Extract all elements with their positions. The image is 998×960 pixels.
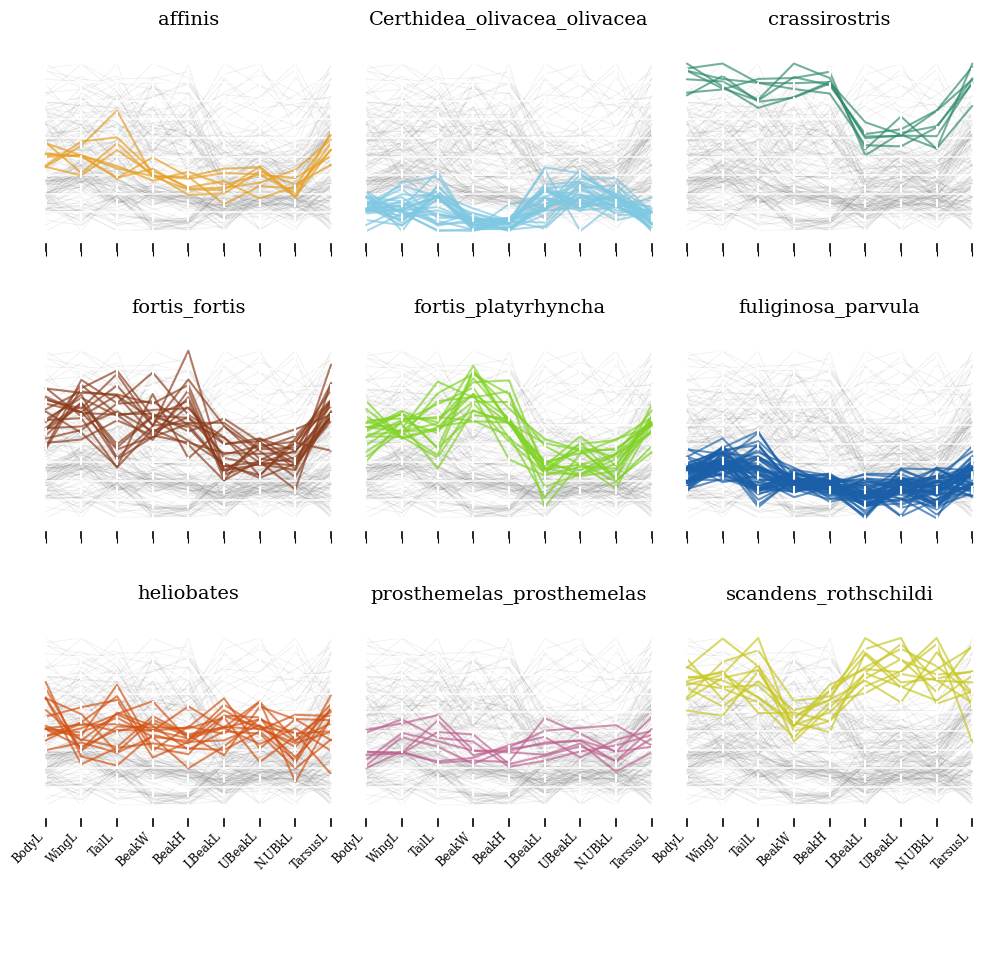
Title: affinis: affinis (158, 11, 219, 29)
Title: heliobates: heliobates (138, 585, 240, 603)
Title: fortis_fortis: fortis_fortis (131, 298, 246, 317)
Title: crassirostris: crassirostris (768, 11, 891, 29)
Title: fortis_platyrhyncha: fortis_platyrhyncha (413, 298, 605, 317)
Title: scandens_rothschildi: scandens_rothschildi (726, 585, 933, 604)
Title: Certhidea_olivacea_olivacea: Certhidea_olivacea_olivacea (369, 11, 649, 30)
Title: prosthemelas_prosthemelas: prosthemelas_prosthemelas (370, 585, 648, 604)
Title: fuliginosa_parvula: fuliginosa_parvula (739, 298, 920, 317)
